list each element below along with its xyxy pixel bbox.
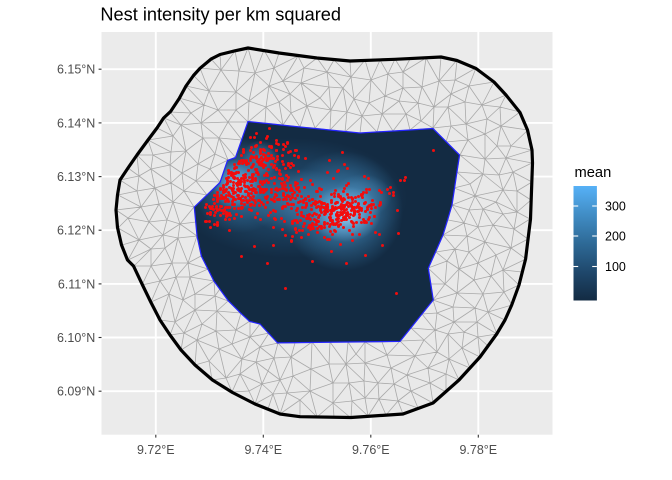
svg-text:200: 200 (605, 230, 626, 244)
svg-text:6.11°N: 6.11°N (58, 277, 95, 291)
svg-text:6.14°N: 6.14°N (57, 116, 95, 130)
svg-text:6.13°N: 6.13°N (57, 170, 95, 184)
svg-text:9.78°E: 9.78°E (459, 443, 497, 457)
svg-text:9.72°E: 9.72°E (137, 443, 175, 457)
svg-text:9.74°E: 9.74°E (244, 443, 282, 457)
svg-text:Nest intensity per km squared: Nest intensity per km squared (100, 5, 341, 25)
svg-text:6.10°N: 6.10°N (57, 331, 95, 345)
svg-text:mean: mean (575, 165, 612, 181)
svg-text:300: 300 (605, 200, 626, 214)
svg-text:6.15°N: 6.15°N (57, 63, 95, 77)
svg-text:6.09°N: 6.09°N (57, 385, 95, 399)
svg-text:9.76°E: 9.76°E (352, 443, 390, 457)
svg-text:6.12°N: 6.12°N (57, 224, 95, 238)
svg-text:100: 100 (605, 260, 626, 274)
